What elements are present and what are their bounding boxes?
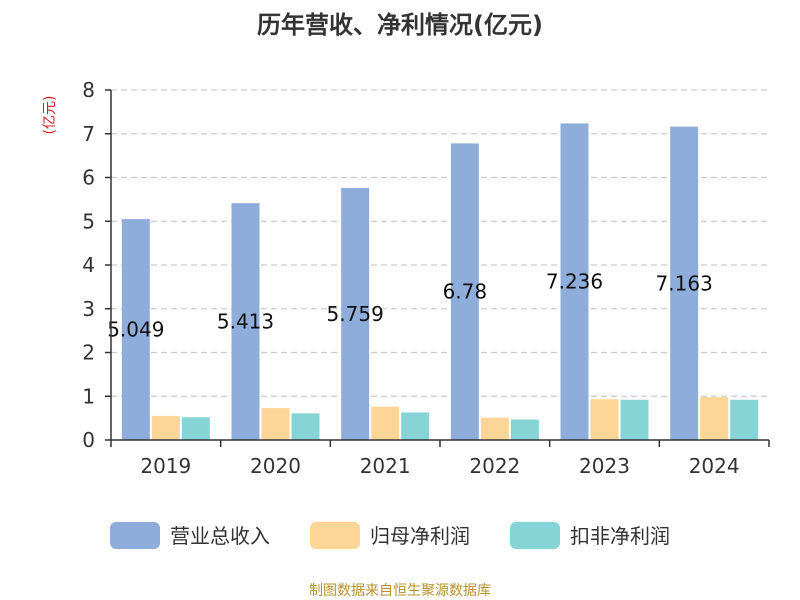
bar bbox=[730, 399, 759, 440]
legend-label: 归母净利润 bbox=[370, 524, 470, 548]
bar bbox=[450, 143, 479, 440]
legend-swatch bbox=[510, 522, 560, 549]
legend-item[interactable]: 扣非净利润 bbox=[510, 522, 670, 549]
data-labels: 5.049 5.413 5.759 6.78 7.236 7.163 bbox=[107, 270, 713, 342]
bar bbox=[401, 412, 430, 440]
bar bbox=[510, 419, 539, 440]
bar bbox=[670, 126, 699, 441]
y-tick-label: 4 bbox=[82, 253, 95, 277]
chart-title: 历年营收、净利情况(亿元) bbox=[257, 11, 543, 39]
y-tick-label: 6 bbox=[82, 166, 95, 190]
y-tick-label: 2 bbox=[82, 341, 95, 365]
bars bbox=[121, 123, 759, 441]
bar bbox=[700, 397, 729, 440]
x-tick-label: 2024 bbox=[689, 454, 740, 478]
y-tick-label: 5 bbox=[82, 209, 95, 233]
bar bbox=[151, 415, 180, 440]
bar bbox=[261, 408, 290, 440]
bar bbox=[480, 417, 509, 440]
data-label: 5.759 bbox=[327, 302, 384, 326]
legend-swatch bbox=[110, 522, 160, 549]
data-label: 7.236 bbox=[546, 270, 603, 294]
bar bbox=[231, 203, 260, 440]
legend: 营业总收入 归母净利润 扣非净利润 bbox=[110, 522, 670, 549]
bar bbox=[181, 417, 210, 440]
legend-swatch bbox=[310, 522, 360, 549]
x-tick-label: 2019 bbox=[140, 454, 191, 478]
x-tick-label: 2021 bbox=[360, 454, 411, 478]
data-label: 7.163 bbox=[656, 271, 713, 295]
data-label: 6.78 bbox=[443, 280, 488, 304]
legend-item[interactable]: 归母净利润 bbox=[310, 522, 470, 549]
bar bbox=[620, 399, 649, 440]
bar bbox=[560, 123, 589, 441]
x-tick-label: 2020 bbox=[250, 454, 301, 478]
y-axis-ticks: 0 1 2 3 4 5 6 7 8 bbox=[82, 78, 111, 452]
data-label: 5.049 bbox=[107, 318, 164, 342]
y-tick-label: 3 bbox=[82, 297, 95, 321]
bar bbox=[291, 413, 320, 440]
y-tick-label: 7 bbox=[82, 122, 95, 146]
y-tick-label: 0 bbox=[82, 428, 95, 452]
x-tick-label: 2022 bbox=[469, 454, 520, 478]
bar bbox=[341, 188, 370, 440]
x-tick-label: 2023 bbox=[579, 454, 630, 478]
legend-item[interactable]: 营业总收入 bbox=[110, 522, 270, 549]
source-note: 制图数据来自恒生聚源数据库 bbox=[309, 583, 491, 599]
legend-label: 扣非净利润 bbox=[570, 524, 670, 548]
x-axis: 2019 2020 2021 2022 2023 2024 bbox=[110, 90, 770, 478]
y-tick-label: 1 bbox=[82, 384, 95, 408]
bar bbox=[590, 399, 619, 440]
legend-label: 营业总收入 bbox=[170, 524, 270, 548]
data-label: 5.413 bbox=[217, 310, 274, 334]
y-unit-label: (亿元) bbox=[42, 96, 58, 135]
bar bbox=[121, 219, 150, 440]
bar bbox=[371, 406, 400, 440]
y-tick-label: 8 bbox=[82, 78, 95, 102]
